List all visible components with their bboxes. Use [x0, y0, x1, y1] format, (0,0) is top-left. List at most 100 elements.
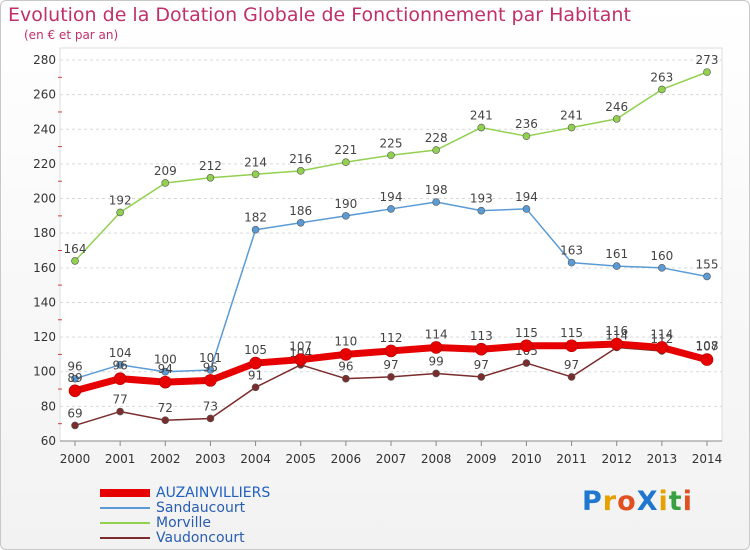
legend-swatch	[100, 507, 150, 509]
data-point	[387, 205, 395, 213]
data-label: 236	[515, 117, 538, 131]
x-tick-label: 2013	[647, 452, 678, 466]
data-label: 116	[605, 324, 628, 338]
data-label: 273	[696, 53, 719, 67]
data-label: 107	[696, 340, 719, 354]
data-point	[567, 373, 576, 381]
data-point	[161, 416, 170, 425]
data-label: 186	[289, 204, 312, 218]
data-point	[251, 225, 260, 234]
data-label: 190	[334, 197, 357, 211]
data-point	[339, 348, 353, 361]
data-point	[612, 115, 621, 123]
data-label: 73	[203, 399, 218, 413]
data-label: 69	[67, 406, 82, 420]
data-point	[474, 342, 488, 356]
data-point	[703, 68, 711, 76]
x-tick-label: 2005	[285, 452, 316, 466]
data-label: 112	[380, 331, 403, 345]
data-label: 221	[334, 143, 357, 157]
line-chart: 60 80 100 120 140 160 180 200 220 240 260 280 2000 20…	[33, 47, 723, 466]
data-label: 241	[560, 109, 583, 123]
y-tick-label: 140	[33, 295, 56, 309]
x-tick-label: 2000	[60, 452, 91, 466]
x-tick-label: 2009	[466, 452, 497, 466]
y-tick-label: 240	[33, 122, 56, 136]
data-label: 160	[650, 249, 673, 263]
y-tick-label: 200	[33, 192, 56, 206]
data-label: 77	[113, 393, 128, 407]
data-label: 225	[380, 136, 403, 150]
chart-subtitle: (en € et par an)	[24, 28, 119, 42]
data-point	[567, 123, 576, 132]
data-point	[432, 198, 440, 206]
data-label: 246	[605, 100, 628, 114]
data-label: 198	[425, 183, 448, 197]
data-label: 194	[380, 190, 403, 204]
data-point	[565, 339, 578, 353]
data-point	[567, 258, 576, 267]
data-label: 108	[696, 339, 719, 353]
y-tick-label: 60	[41, 434, 56, 448]
legend-swatch	[100, 537, 150, 539]
data-point	[251, 170, 260, 179]
x-tick-label: 2010	[511, 452, 542, 466]
data-label: 212	[199, 159, 222, 173]
data-point	[68, 384, 82, 398]
chart-title: Evolution de la Dotation Globale de Fonc…	[8, 4, 631, 26]
data-point	[477, 206, 486, 215]
data-point	[387, 373, 395, 381]
data-point	[116, 208, 124, 217]
data-point	[432, 146, 440, 154]
data-label: 107	[289, 340, 312, 354]
data-label: 72	[158, 401, 173, 415]
legend-label: Sandaucourt	[156, 500, 246, 516]
data-label: 96	[67, 360, 82, 374]
data-point	[116, 407, 124, 416]
legend-label: Vaudoncourt	[156, 530, 245, 546]
data-point	[703, 272, 711, 281]
data-point	[610, 337, 624, 351]
data-point	[342, 158, 350, 166]
legend-label: AUZAINVILLIERS	[156, 485, 271, 501]
data-point	[113, 372, 127, 385]
data-label: 112	[650, 332, 673, 346]
x-tick-label: 2008	[421, 452, 452, 466]
data-point	[296, 218, 305, 227]
data-point	[520, 339, 533, 353]
data-label: 182	[244, 211, 267, 225]
data-label: 194	[515, 190, 538, 204]
x-tick-label: 2006	[331, 452, 362, 466]
logo-letter: P	[582, 486, 603, 517]
data-label: 110	[334, 334, 357, 348]
data-label: 228	[425, 131, 448, 145]
logo-letter: r	[602, 486, 618, 517]
data-point	[206, 414, 215, 423]
data-label: 163	[560, 244, 583, 258]
data-point	[612, 262, 621, 270]
data-point	[71, 257, 79, 265]
data-point	[522, 359, 531, 367]
data-label: 241	[470, 109, 493, 123]
data-point	[204, 374, 217, 387]
y-tick-label: 220	[33, 157, 56, 171]
data-label: 214	[244, 155, 267, 169]
y-tick-label: 80	[41, 399, 56, 413]
logo-letter: i	[658, 486, 669, 517]
data-point	[477, 123, 486, 132]
data-point	[249, 356, 262, 370]
legend-swatch	[100, 489, 150, 497]
data-label: 113	[470, 329, 493, 343]
data-label: 114	[605, 328, 628, 342]
data-point	[387, 151, 395, 160]
x-tick-label: 2012	[601, 452, 632, 466]
data-label: 91	[248, 368, 263, 382]
data-label: 89	[67, 371, 82, 385]
data-label: 94	[158, 362, 173, 376]
legend-label: Morville	[156, 515, 211, 531]
data-label: 97	[383, 358, 398, 372]
data-point	[655, 341, 669, 354]
data-label: 99	[429, 354, 444, 368]
data-label: 114	[650, 327, 673, 341]
y-tick-label: 280	[33, 53, 56, 67]
